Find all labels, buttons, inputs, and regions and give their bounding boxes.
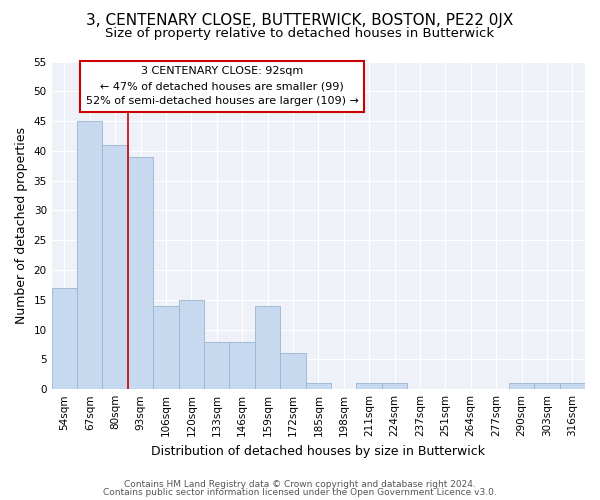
Bar xyxy=(52,288,77,389)
Bar xyxy=(77,121,103,389)
Bar xyxy=(356,383,382,389)
Bar xyxy=(229,342,255,389)
X-axis label: Distribution of detached houses by size in Butterwick: Distribution of detached houses by size … xyxy=(151,444,485,458)
Bar xyxy=(255,306,280,389)
Bar xyxy=(204,342,229,389)
Text: 3, CENTENARY CLOSE, BUTTERWICK, BOSTON, PE22 0JX: 3, CENTENARY CLOSE, BUTTERWICK, BOSTON, … xyxy=(86,12,514,28)
Bar xyxy=(103,145,128,389)
Text: Size of property relative to detached houses in Butterwick: Size of property relative to detached ho… xyxy=(106,28,494,40)
Bar xyxy=(305,383,331,389)
Bar xyxy=(534,383,560,389)
Text: Contains public sector information licensed under the Open Government Licence v3: Contains public sector information licen… xyxy=(103,488,497,497)
Bar xyxy=(153,306,179,389)
Bar xyxy=(128,157,153,389)
Text: Contains HM Land Registry data © Crown copyright and database right 2024.: Contains HM Land Registry data © Crown c… xyxy=(124,480,476,489)
Bar xyxy=(280,354,305,389)
Bar xyxy=(560,383,585,389)
Bar xyxy=(382,383,407,389)
Bar xyxy=(509,383,534,389)
Text: 3 CENTENARY CLOSE: 92sqm
← 47% of detached houses are smaller (99)
52% of semi-d: 3 CENTENARY CLOSE: 92sqm ← 47% of detach… xyxy=(86,66,359,106)
Bar xyxy=(179,300,204,389)
Y-axis label: Number of detached properties: Number of detached properties xyxy=(15,127,28,324)
